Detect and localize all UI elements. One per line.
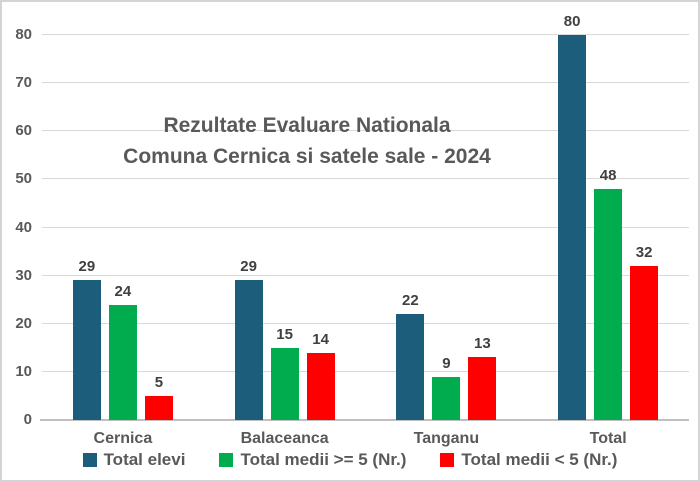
bar-value-label: 32	[635, 244, 653, 261]
bar-cernica-s1	[108, 304, 137, 420]
gridline	[42, 34, 689, 35]
x-axis-category-label: Balaceanca	[240, 430, 329, 447]
y-axis-tick-label: 40	[15, 218, 32, 236]
bar-total-s2	[630, 266, 659, 420]
gridline	[42, 82, 689, 84]
gridline	[42, 130, 689, 132]
x-axis-category-label: Tanganu	[413, 430, 480, 447]
y-axis-tick-label: 30	[15, 266, 32, 284]
y-axis-tick-label: 60	[15, 122, 32, 140]
bar-value-label: 5	[154, 373, 164, 391]
legend-item-total-elevi: Total elevi	[82, 450, 186, 470]
bar-balaceanca-s2	[306, 352, 335, 420]
legend-item-medii-sub-5: Total medii < 5 (Nr.)	[440, 450, 617, 470]
y-axis-tick-label: 50	[15, 170, 32, 188]
gridline	[42, 274, 689, 276]
gridline	[42, 322, 689, 324]
legend-swatch-icon	[440, 453, 455, 467]
chart-title-line1: Rezultate Evaluare Nationala	[163, 114, 451, 137]
bar-cernica-s2	[144, 395, 173, 420]
bar-value-label: 22	[402, 292, 419, 310]
bar-value-label: 48	[599, 167, 617, 184]
legend-label: Total medii < 5 (Nr.)	[461, 450, 618, 469]
bar-value-label: 13	[474, 335, 491, 353]
gridline	[42, 370, 689, 372]
chart-legend: Total elevi Total medii >= 5 (Nr.) Total…	[2, 450, 698, 470]
bar-tanganu-s2	[468, 357, 497, 420]
legend-swatch-icon	[82, 453, 97, 467]
bar-total-s1	[594, 189, 623, 420]
bar-balaceanca-s0	[234, 280, 263, 420]
bar-value-label: 29	[240, 258, 257, 276]
bar-total-s0	[558, 35, 587, 420]
bar-value-label: 9	[442, 354, 451, 372]
y-axis-tick-label: 70	[15, 74, 32, 92]
chart-title: Rezultate Evaluare Nationala Comuna Cern…	[2, 110, 612, 172]
y-axis-tick-label: 20	[15, 314, 32, 332]
y-axis-tick-label: 0	[23, 411, 32, 428]
bar-balaceanca-s1	[270, 347, 299, 420]
bar-cernica-s0	[72, 280, 101, 420]
x-axis-category-label: Cernica	[93, 430, 153, 447]
bar-value-label: 15	[276, 325, 293, 343]
bar-value-label: 14	[312, 330, 329, 348]
bar-tanganu-s0	[396, 314, 425, 420]
x-axis-category-label: Total	[589, 430, 627, 447]
legend-label: Total elevi	[103, 450, 186, 469]
y-axis-tick-label: 80	[15, 26, 32, 43]
gridline	[42, 226, 689, 228]
y-axis-tick-label: 10	[15, 362, 32, 380]
x-axis-line	[40, 419, 689, 421]
legend-label: Total medii >= 5 (Nr.)	[240, 450, 407, 469]
legend-swatch-icon	[219, 453, 234, 467]
chart-title-line2: Comuna Cernica si satele sale - 2024	[123, 145, 491, 168]
bar-value-label: 80	[563, 13, 581, 30]
bar-value-label: 29	[78, 258, 96, 276]
bar-value-label: 24	[114, 282, 132, 300]
gridline	[42, 178, 689, 180]
bar-tanganu-s1	[432, 376, 461, 420]
legend-item-medii-peste-5: Total medii >= 5 (Nr.)	[219, 450, 406, 470]
